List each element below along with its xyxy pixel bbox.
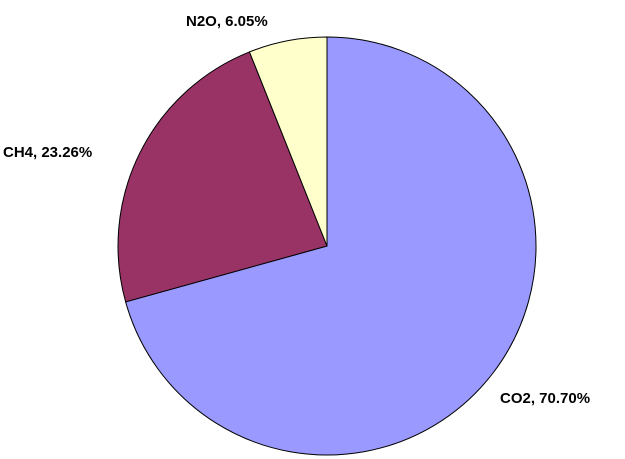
slice-label-co2: CO2, 70.70% <box>500 390 590 407</box>
pie-slice-ch4 <box>117 51 328 303</box>
pie-slices <box>117 36 537 456</box>
pie-slice-co2 <box>124 36 537 456</box>
slice-label-ch4: CH4, 23.26% <box>3 144 92 161</box>
pie-slice-n2o <box>248 36 328 247</box>
slice-label-n2o: N2O, 6.05% <box>186 13 268 30</box>
